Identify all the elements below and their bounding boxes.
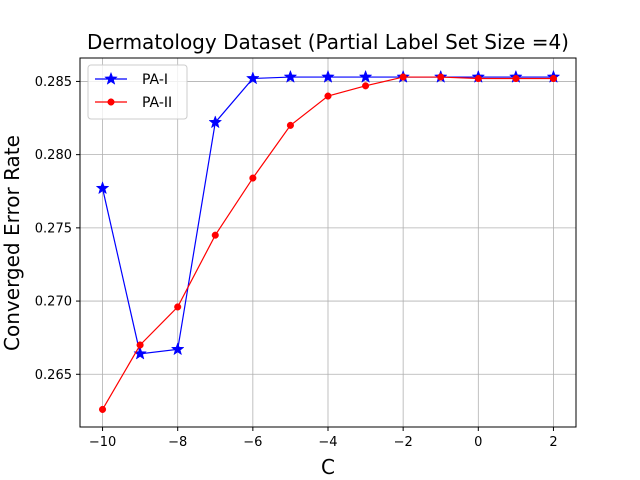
data-point-pa-ii — [399, 73, 407, 81]
data-point-pa-ii — [362, 82, 370, 90]
y-tick-label: 0.265 — [35, 368, 72, 383]
y-tick-label: 0.280 — [35, 148, 72, 163]
x-tick-label: −10 — [89, 435, 116, 450]
data-point-pa-i — [358, 69, 373, 83]
plot-series — [95, 69, 561, 413]
data-point-pa-ii — [98, 405, 107, 413]
data-point-pa-ii — [512, 74, 520, 83]
y-tick-label: 0.285 — [35, 75, 72, 90]
data-point-pa-i — [321, 69, 335, 83]
x-axis-label: C — [321, 455, 335, 479]
data-point-pa-ii — [324, 92, 332, 100]
data-point-pa-ii — [174, 303, 182, 311]
y-tick-label: 0.275 — [35, 221, 72, 236]
data-point-pa-ii — [211, 231, 219, 239]
series-pa-ii — [98, 73, 558, 413]
data-point-pa-ii — [286, 121, 294, 129]
legend-label: PA-II — [142, 95, 172, 111]
data-point-pa-ii — [549, 74, 558, 83]
grid — [80, 58, 576, 427]
data-point-pa-ii — [437, 73, 445, 81]
data-point-pa-i — [245, 71, 260, 85]
axis-ticks: −10 −8 −6 −4 −2 0 2 0.265 0.270 0.275 0.280 0.285 — [35, 75, 558, 450]
data-point-pa-i — [208, 115, 223, 129]
data-point-pa-i — [170, 342, 185, 356]
y-tick-label: 0.270 — [35, 295, 72, 310]
data-point-pa-ii — [249, 174, 257, 182]
data-point-pa-i — [133, 346, 147, 360]
x-tick-label: −8 — [168, 435, 187, 450]
data-point-pa-i — [95, 181, 110, 195]
legend-box — [87, 64, 188, 120]
legend-marker — [104, 71, 118, 85]
legend-marker — [107, 98, 115, 106]
data-point-pa-i — [283, 69, 298, 83]
x-tick-label: −6 — [243, 435, 262, 450]
data-point-pa-ii — [136, 341, 144, 349]
legend: PA-I PA-II — [87, 64, 188, 120]
chart-title: Dermatology Dataset (Partial Label Set S… — [87, 30, 569, 54]
x-tick-label: −4 — [318, 435, 337, 450]
data-point-pa-ii — [474, 74, 482, 83]
legend-label: PA-I — [142, 72, 168, 88]
x-tick-label: 2 — [549, 435, 557, 450]
x-tick-label: 0 — [474, 435, 482, 450]
y-axis-label: Converged Error Rate — [0, 135, 24, 351]
x-tick-label: −2 — [394, 435, 413, 450]
